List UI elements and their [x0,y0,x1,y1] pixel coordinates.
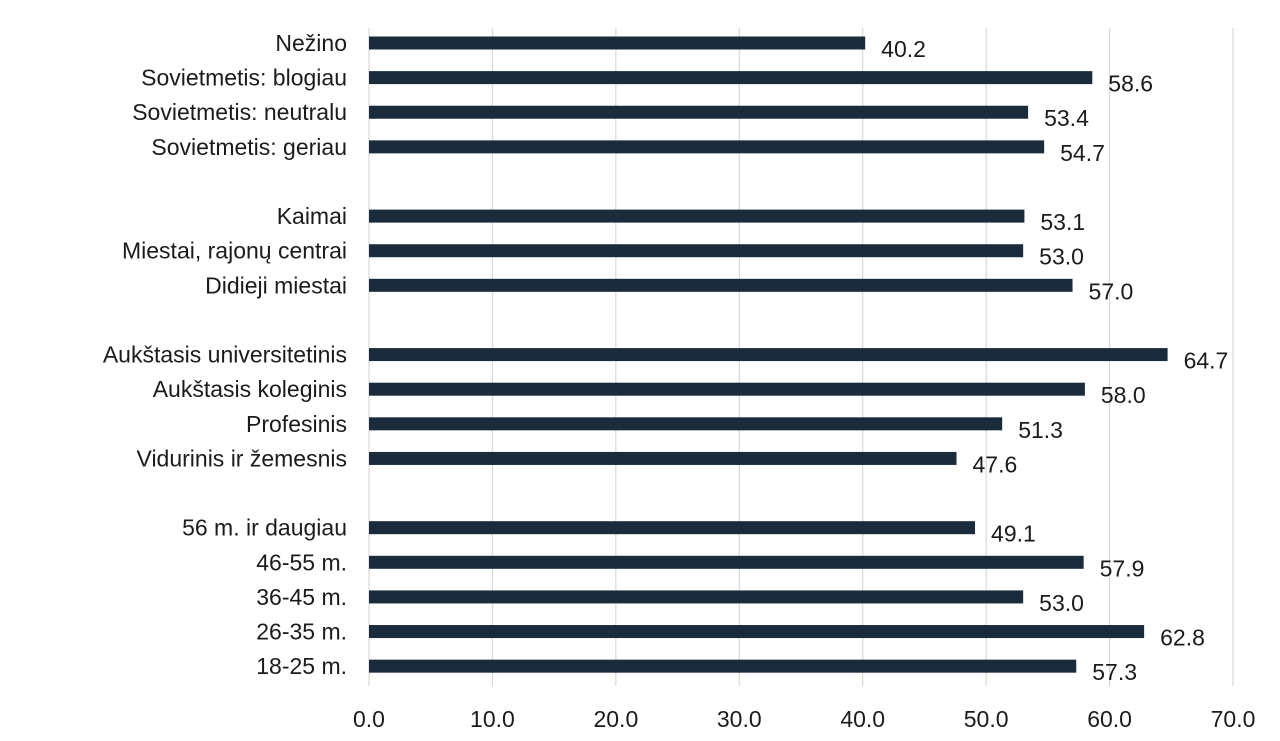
category-label: Vidurinis ir žemesnis [137,445,347,471]
category-label: 26-35 m. [256,619,347,645]
value-label: 57.0 [1089,278,1134,304]
bar [369,382,1085,396]
x-tick-label: 0.0 [353,706,385,732]
bar [369,555,1084,569]
value-labels: 40.258.653.454.753.153.057.064.758.051.3… [881,36,1228,685]
bar [369,140,1045,154]
category-label: Profesinis [246,411,347,437]
category-label: Miestai, rajonų centrai [122,238,347,264]
bar [369,209,1025,223]
value-label: 53.1 [1040,209,1085,235]
value-label: 49.1 [991,521,1036,547]
category-labels: Nežino Sovietmetis: blogiau Sovietmetis: n… [103,30,347,679]
bar [369,417,1003,431]
bar [369,105,1029,119]
bars [369,36,1168,673]
value-label: 53.0 [1039,244,1084,270]
bar [369,590,1024,604]
category-label: 36-45 m. [256,584,347,610]
category-label: 46-55 m. [256,549,347,575]
category-label: Aukštasis koleginis [153,376,347,402]
value-label: 53.0 [1039,590,1084,616]
x-tick-label: 10.0 [470,706,515,732]
category-label: Sovietmetis: geriau [151,134,347,160]
value-label: 51.3 [1018,417,1063,443]
value-label: 62.8 [1160,625,1205,651]
value-label: 57.3 [1092,659,1137,685]
value-label: 40.2 [881,36,926,62]
value-label: 53.4 [1044,105,1089,131]
category-label: Sovietmetis: blogiau [141,65,347,91]
value-label: 58.0 [1101,382,1146,408]
value-label: 64.7 [1184,348,1229,374]
bar [369,659,1077,673]
bar [369,521,976,535]
category-label: Kaimai [277,203,347,229]
category-label: Aukštasis universitetinis [103,342,347,368]
bar [369,278,1073,292]
category-label: Didieji miestai [205,272,347,298]
bar [369,348,1168,362]
bar [369,244,1024,258]
bar [369,625,1145,639]
value-label: 47.6 [973,451,1018,477]
x-tick-label: 40.0 [840,706,885,732]
x-tick-label: 70.0 [1211,706,1256,732]
category-label: Sovietmetis: neutralu [132,99,347,125]
x-tick-label: 20.0 [593,706,638,732]
category-label: Nežino [275,30,347,56]
bar [369,36,866,50]
x-tick-label: 60.0 [1087,706,1132,732]
value-label: 54.7 [1060,140,1105,166]
value-label: 58.6 [1108,71,1153,97]
category-label: 56 m. ir daugiau [182,515,347,541]
x-axis-ticks: 0.0 10.0 20.0 30.0 40.0 50.0 60.0 70.0 [353,706,1255,732]
value-label: 57.9 [1100,555,1145,581]
bar [369,451,957,465]
x-tick-label: 30.0 [717,706,762,732]
category-label: 18-25 m. [256,653,347,679]
x-tick-label: 50.0 [964,706,1009,732]
bar [369,71,1093,85]
